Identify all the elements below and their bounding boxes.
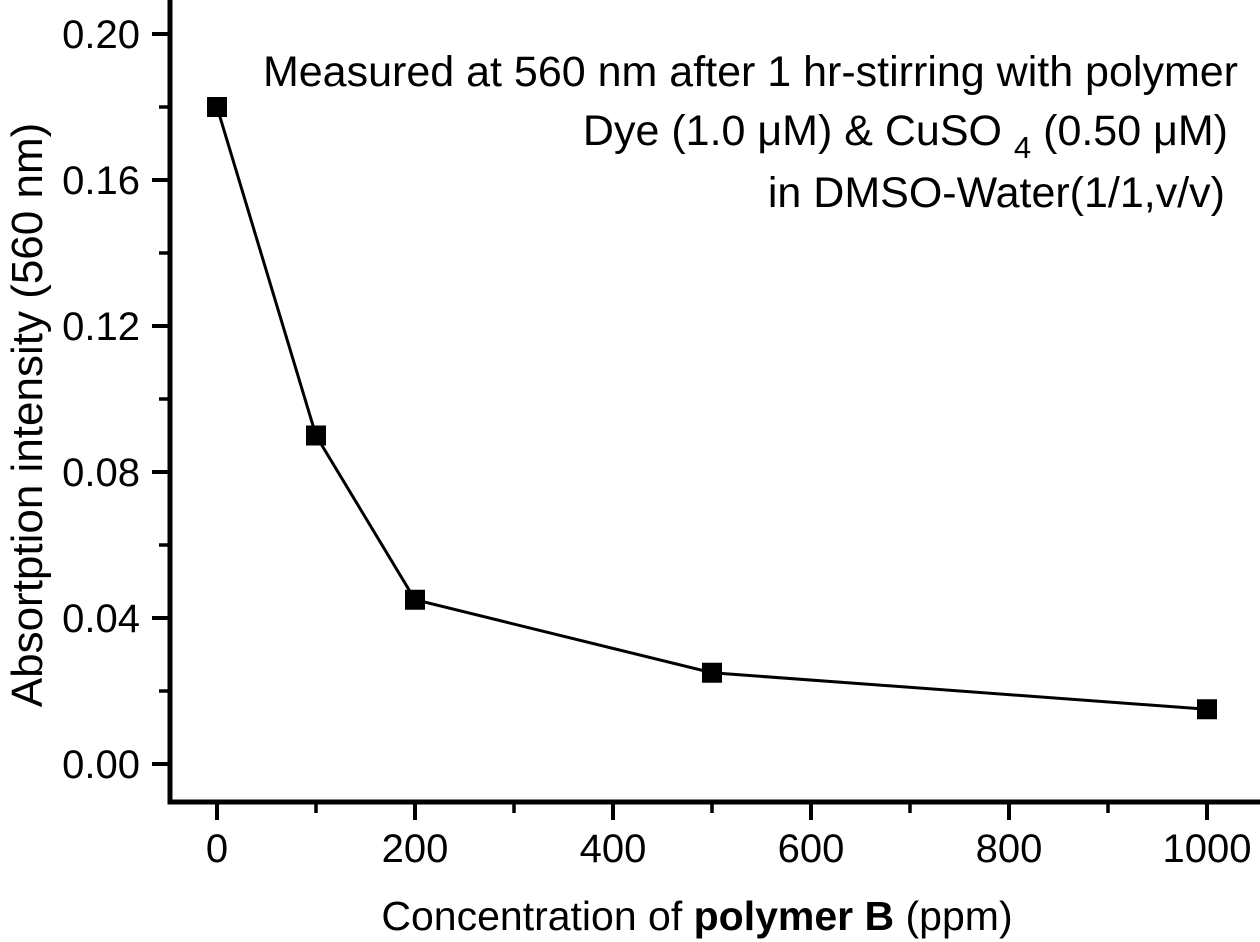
data-point-marker — [405, 589, 425, 610]
y-axis-title: Absortption intensity (560 nm) — [3, 123, 52, 708]
annotation-line-2-pre: Dye (1.0 μM) & CuSO — [583, 107, 1002, 155]
x-axis-tick-label: 800 — [976, 827, 1043, 871]
y-axis-tick-label: 0.08 — [62, 451, 140, 495]
annotation-line-1: Measured at 560 nm after 1 hr-stirring w… — [263, 48, 1238, 96]
cuso4-subscript: 4 — [1014, 130, 1031, 165]
data-point-marker — [207, 97, 227, 117]
y-axis-tick-label: 0.12 — [62, 305, 140, 349]
y-axis-tick-label: 0.04 — [62, 597, 140, 641]
x-axis-tick-label: 0 — [206, 827, 228, 871]
y-axis-tick-label: 0.20 — [62, 13, 140, 57]
x-axis-tick-label: 1000 — [1163, 827, 1252, 871]
x-axis-title-segment: (ppm) — [906, 893, 1013, 939]
y-axis-tick-label: 0.16 — [62, 159, 140, 203]
annotation-line-3: in DMSO-Water(1/1,v/v) — [768, 169, 1225, 217]
x-axis-title-segment-bold: polymer B — [694, 893, 895, 939]
x-axis-tick-label: 600 — [778, 827, 845, 871]
y-axis-tick-label: 0.00 — [62, 743, 140, 787]
data-point-marker — [1197, 699, 1217, 720]
data-point-marker — [306, 425, 326, 446]
x-axis-title-segment: Concentration of — [381, 893, 693, 939]
annotation-line-2: Dye (1.0 μM) & CuSO 4 (0.50 μM) — [583, 107, 1228, 168]
data-series-layer — [207, 97, 1217, 720]
x-axis-tick-label: 200 — [382, 827, 449, 871]
x-axis-title: Concentration of polymer B (ppm) — [381, 893, 1012, 939]
data-point-marker — [702, 662, 722, 683]
annotation-line-2-post: (0.50 μM) — [1043, 107, 1228, 155]
axes-layer: 0.00 0.04 0.08 0.12 0.16 0.20 0 200 400 600 800 100… — [62, 0, 1260, 871]
x-axis-tick-label: 400 — [580, 827, 647, 871]
